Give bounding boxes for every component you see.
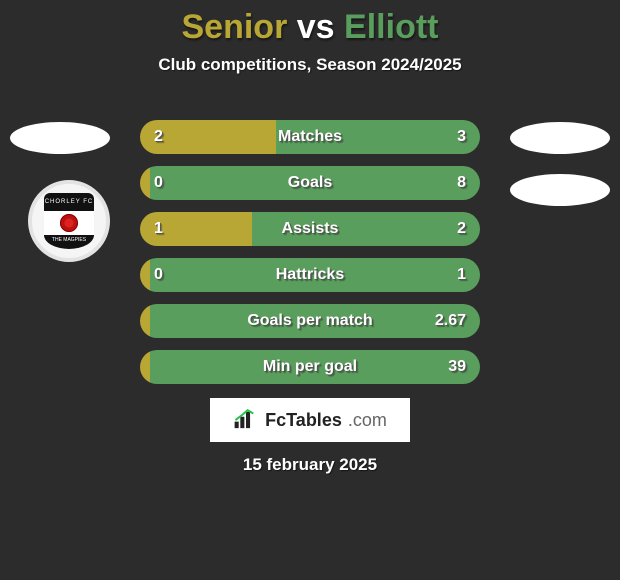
title-vs: vs	[297, 8, 335, 46]
player-left-name: Senior	[182, 8, 288, 46]
footer-logo-thin: .com	[348, 410, 387, 431]
stat-row: Matches2 3	[140, 120, 480, 154]
player-right-name: Elliott	[344, 8, 438, 46]
crest-bottom-text: THE MAGPIES	[44, 235, 94, 249]
stat-label: Min per goal	[140, 358, 480, 376]
stat-value-right: 1	[457, 266, 466, 284]
stat-label: Goals	[140, 174, 480, 192]
crest-rose-icon	[60, 214, 78, 232]
date-text: 15 february 2025	[0, 455, 620, 475]
fctables-bars-icon	[233, 409, 259, 431]
stat-value-left: 1	[154, 220, 163, 238]
stat-row: Goals per match2.67	[140, 304, 480, 338]
stat-label: Assists	[140, 220, 480, 238]
subtitle: Club competitions, Season 2024/2025	[0, 55, 620, 75]
page-title: Senior vs Elliott	[0, 0, 620, 47]
crest-top-text: CHORLEY FC	[44, 193, 94, 211]
stat-value-right: 39	[448, 358, 466, 376]
footer-logo-bold: FcTables	[265, 410, 342, 431]
stat-label: Goals per match	[140, 312, 480, 330]
stat-row: Hattricks0 1	[140, 258, 480, 292]
stat-row: Goals0 8	[140, 166, 480, 200]
club-crest: CHORLEY FC THE MAGPIES	[28, 180, 110, 262]
crest-mid	[44, 211, 94, 235]
stat-value-right: 2.67	[435, 312, 466, 330]
comparison-card: Senior vs Elliott Club competitions, Sea…	[0, 0, 620, 580]
stat-value-right: 8	[457, 174, 466, 192]
stat-value-right: 3	[457, 128, 466, 146]
footer-logo: FcTables .com	[210, 398, 410, 442]
stat-value-left: 0	[154, 266, 163, 284]
stat-bars: Matches23Goals08Assists12Hattricks01Goal…	[140, 120, 480, 396]
stat-label: Matches	[140, 128, 480, 146]
stat-row: Min per goal39	[140, 350, 480, 384]
player-left-oval	[10, 122, 110, 154]
player-right-oval-2	[510, 174, 610, 206]
stat-value-right: 2	[457, 220, 466, 238]
stat-row: Assists1 2	[140, 212, 480, 246]
stat-value-left: 2	[154, 128, 163, 146]
crest-shield: CHORLEY FC THE MAGPIES	[44, 193, 94, 249]
stat-value-left: 0	[154, 174, 163, 192]
stat-label: Hattricks	[140, 266, 480, 284]
player-right-oval-1	[510, 122, 610, 154]
